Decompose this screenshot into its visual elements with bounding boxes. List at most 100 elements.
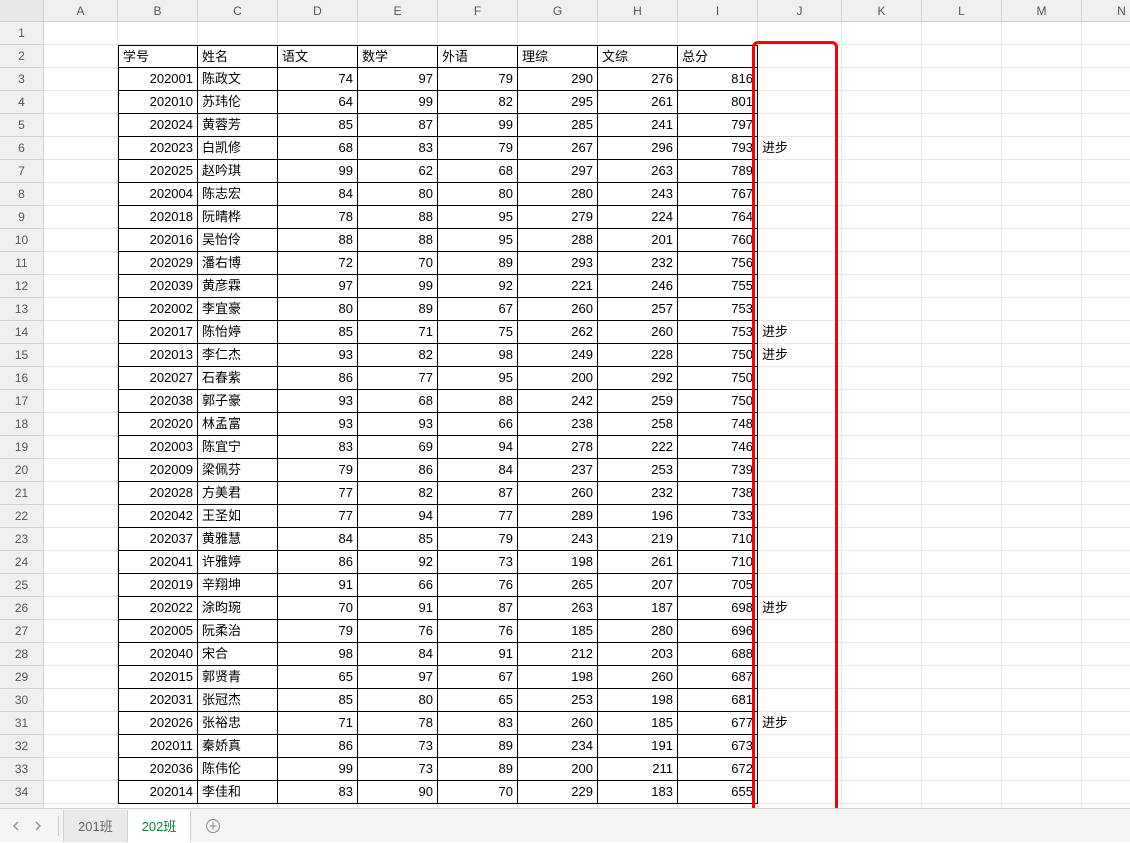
add-sheet-button[interactable] — [199, 812, 227, 840]
cell[interactable] — [358, 22, 438, 45]
cell[interactable] — [1002, 91, 1082, 114]
cell[interactable]: 816 — [678, 68, 758, 91]
cell[interactable]: 88 — [278, 229, 358, 252]
cell[interactable] — [922, 344, 1002, 367]
cell[interactable]: 280 — [598, 620, 678, 643]
cell[interactable]: 学号 — [118, 45, 198, 68]
cell[interactable]: 66 — [438, 413, 518, 436]
cell[interactable] — [842, 390, 922, 413]
cell[interactable]: 295 — [518, 91, 598, 114]
cell[interactable]: 65 — [278, 666, 358, 689]
cell[interactable]: 67 — [438, 298, 518, 321]
cell[interactable]: 202037 — [118, 528, 198, 551]
cell[interactable] — [842, 758, 922, 781]
row-header-28[interactable]: 28 — [0, 643, 44, 666]
row-header-25[interactable]: 25 — [0, 574, 44, 597]
row-header-10[interactable]: 10 — [0, 229, 44, 252]
cell[interactable]: 750 — [678, 390, 758, 413]
cell[interactable] — [44, 735, 118, 758]
cell[interactable] — [842, 712, 922, 735]
row-header-21[interactable]: 21 — [0, 482, 44, 505]
cell[interactable]: 262 — [518, 321, 598, 344]
cell[interactable]: 201 — [598, 229, 678, 252]
cell[interactable]: 89 — [438, 252, 518, 275]
cells-grid[interactable]: 学号姓名语文数学外语理综文综总分202001陈政文749779290276816… — [44, 22, 1130, 808]
cell[interactable] — [1082, 459, 1130, 482]
cell[interactable]: 88 — [438, 390, 518, 413]
cell[interactable]: 王圣如 — [198, 505, 278, 528]
cell[interactable] — [1002, 22, 1082, 45]
cell[interactable]: 85 — [358, 528, 438, 551]
cell[interactable] — [922, 689, 1002, 712]
cell[interactable] — [842, 298, 922, 321]
cell[interactable]: 79 — [438, 528, 518, 551]
cell[interactable]: 202013 — [118, 344, 198, 367]
cell[interactable] — [842, 252, 922, 275]
cell[interactable]: 191 — [598, 735, 678, 758]
cell[interactable] — [842, 321, 922, 344]
cell[interactable] — [1082, 620, 1130, 643]
cell[interactable]: 68 — [438, 160, 518, 183]
cell[interactable] — [842, 45, 922, 68]
cell[interactable]: 92 — [358, 551, 438, 574]
cell[interactable] — [842, 597, 922, 620]
cell[interactable]: 75 — [438, 321, 518, 344]
cell[interactable]: 84 — [278, 528, 358, 551]
cell[interactable] — [44, 22, 118, 45]
cell[interactable] — [842, 643, 922, 666]
row-header-6[interactable]: 6 — [0, 137, 44, 160]
row-header-12[interactable]: 12 — [0, 275, 44, 298]
cell[interactable]: 86 — [278, 551, 358, 574]
cell[interactable] — [758, 551, 842, 574]
cell[interactable]: 260 — [518, 482, 598, 505]
cell[interactable]: 秦娇真 — [198, 735, 278, 758]
cell[interactable]: 进步 — [758, 344, 842, 367]
cell[interactable] — [922, 275, 1002, 298]
cell[interactable]: 陈志宏 — [198, 183, 278, 206]
cell[interactable] — [44, 505, 118, 528]
cell[interactable]: 84 — [278, 183, 358, 206]
cell[interactable]: 88 — [358, 206, 438, 229]
cell[interactable] — [758, 160, 842, 183]
cell[interactable] — [1082, 22, 1130, 45]
cell[interactable] — [1082, 206, 1130, 229]
cell[interactable]: 99 — [278, 758, 358, 781]
cell[interactable] — [758, 781, 842, 804]
cell[interactable] — [1082, 45, 1130, 68]
cell[interactable]: 79 — [278, 620, 358, 643]
cell[interactable]: 68 — [278, 137, 358, 160]
row-header-18[interactable]: 18 — [0, 413, 44, 436]
cell[interactable] — [922, 436, 1002, 459]
cell[interactable] — [1082, 91, 1130, 114]
cell[interactable] — [842, 183, 922, 206]
cell[interactable]: 296 — [598, 137, 678, 160]
cell[interactable] — [1082, 758, 1130, 781]
cell[interactable]: 200 — [518, 758, 598, 781]
row-header-7[interactable]: 7 — [0, 160, 44, 183]
cell[interactable] — [1082, 275, 1130, 298]
cell[interactable] — [1082, 528, 1130, 551]
cell[interactable] — [758, 505, 842, 528]
cell[interactable]: 99 — [358, 91, 438, 114]
cell[interactable] — [118, 22, 198, 45]
cell[interactable]: 97 — [358, 666, 438, 689]
cell[interactable]: 95 — [438, 206, 518, 229]
cell[interactable]: 85 — [278, 114, 358, 137]
cell[interactable] — [1082, 252, 1130, 275]
cell[interactable]: 224 — [598, 206, 678, 229]
cell[interactable] — [758, 528, 842, 551]
cell[interactable]: 76 — [358, 620, 438, 643]
cell[interactable] — [842, 620, 922, 643]
cell[interactable] — [922, 390, 1002, 413]
cell[interactable]: 总分 — [678, 45, 758, 68]
cell[interactable]: 97 — [278, 275, 358, 298]
cell[interactable]: 793 — [678, 137, 758, 160]
cell[interactable]: 76 — [438, 574, 518, 597]
cell[interactable]: 764 — [678, 206, 758, 229]
cell[interactable]: 185 — [518, 620, 598, 643]
cell[interactable]: 202018 — [118, 206, 198, 229]
cell[interactable]: 202019 — [118, 574, 198, 597]
cell[interactable]: 进步 — [758, 597, 842, 620]
cell[interactable] — [758, 643, 842, 666]
cell[interactable]: 290 — [518, 68, 598, 91]
